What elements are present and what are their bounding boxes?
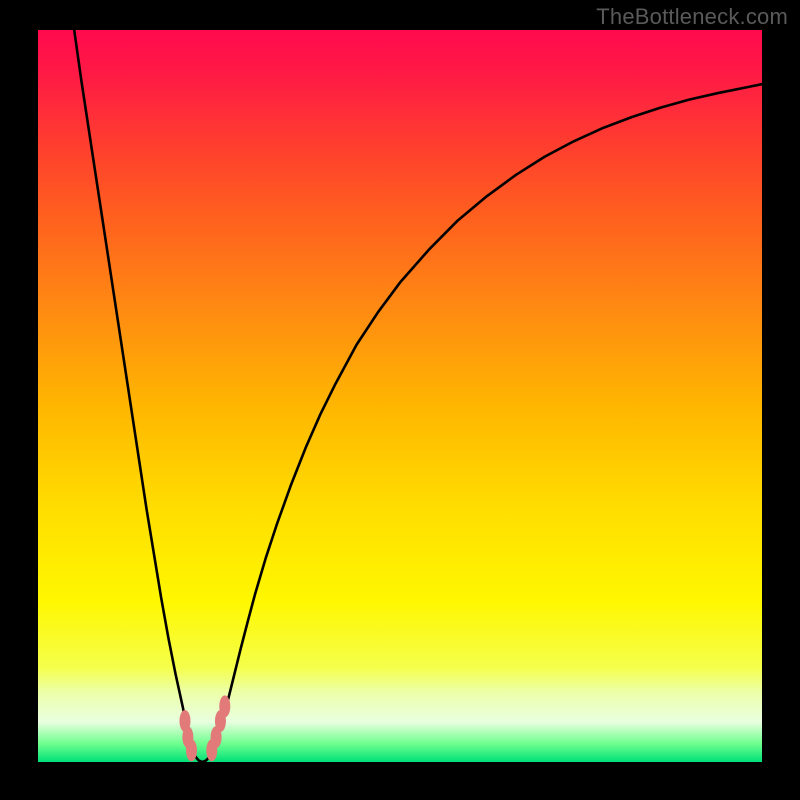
bottleneck-curve-chart [38, 30, 762, 762]
gradient-background [38, 30, 762, 762]
chart-frame: TheBottleneck.com [0, 0, 800, 800]
plot-area [38, 30, 762, 762]
watermark-text: TheBottleneck.com [596, 4, 788, 30]
curve-marker [186, 739, 197, 761]
curve-marker [219, 695, 230, 717]
